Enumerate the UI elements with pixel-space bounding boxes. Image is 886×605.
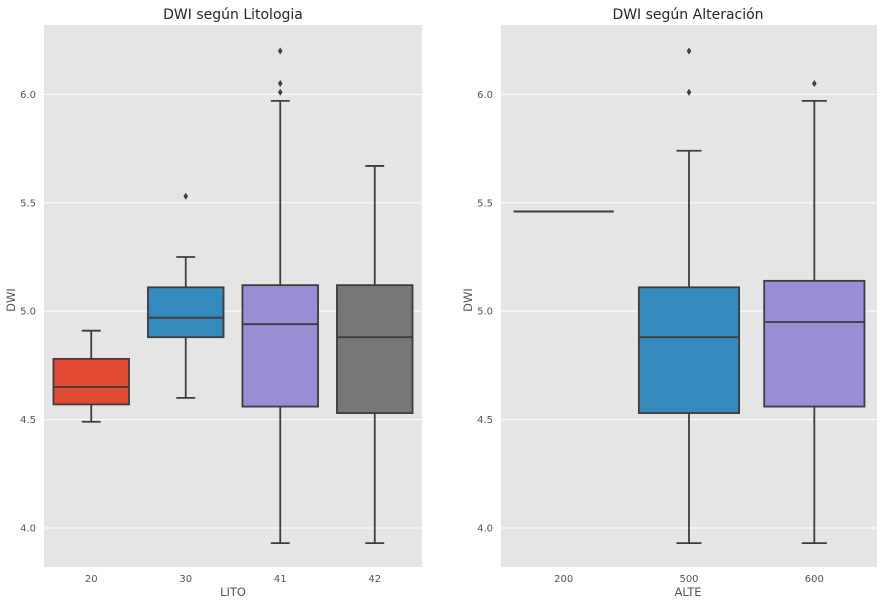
y-tick-label: 4.0 <box>20 523 36 534</box>
box-lito-42 <box>336 165 414 545</box>
iqr-box <box>336 284 414 414</box>
x-axis-label-lito: LITO <box>220 585 246 599</box>
y-axis-label-litologia: DWI <box>4 288 18 312</box>
x-tick-label: 600 <box>805 574 824 585</box>
y-tick-label: 4.0 <box>477 523 493 534</box>
box-alte-500 <box>637 47 741 545</box>
x-tick-label: 500 <box>679 574 698 585</box>
outlier-point <box>277 80 283 88</box>
outlier-point <box>277 47 283 55</box>
iqr-box <box>52 357 130 406</box>
box-lito-20 <box>52 329 130 423</box>
y-tick-label: 5.5 <box>20 198 36 209</box>
y-tick-label: 4.5 <box>20 415 36 426</box>
panel-alteracion: DWI según Alteración ALTE DWI 4.0 4.5 5.0 5… <box>461 7 877 599</box>
x-tick-label: 200 <box>554 574 573 585</box>
chart-title-alteracion: DWI según Alteración <box>612 7 763 23</box>
iqr-box <box>637 286 741 414</box>
box-lito-41 <box>241 47 319 545</box>
y-tick-label: 5.5 <box>477 198 493 209</box>
chart-title-litologia: DWI según Litologia <box>163 7 303 23</box>
y-tick-label: 5.0 <box>20 307 36 318</box>
x-axis-label-alte: ALTE <box>675 585 702 599</box>
iqr-box <box>241 284 319 408</box>
outlier-point <box>277 88 283 96</box>
y-tick-label: 6.0 <box>477 90 493 101</box>
iqr-box <box>763 279 866 408</box>
x-tick-label: 41 <box>274 574 287 585</box>
y-tick-label: 4.5 <box>477 415 493 426</box>
y-tick-label: 6.0 <box>20 90 36 101</box>
outlier-point <box>686 88 692 96</box>
y-tick-label: 5.0 <box>477 307 493 318</box>
iqr-box <box>147 286 225 339</box>
box-lito-30 <box>147 192 225 399</box>
outlier-point <box>812 80 817 88</box>
x-tick-label: 30 <box>179 574 192 585</box>
y-axis-label-alteracion: DWI <box>461 288 475 312</box>
x-tick-label: 20 <box>85 574 98 585</box>
panel-litologia: DWI según Litologia LITO DWI 4.0 4.5 5.0 5.… <box>4 7 422 599</box>
outlier-point <box>183 192 189 200</box>
outlier-point <box>686 47 692 55</box>
x-tick-label: 42 <box>368 574 381 585</box>
box-alte-600 <box>763 80 866 545</box>
